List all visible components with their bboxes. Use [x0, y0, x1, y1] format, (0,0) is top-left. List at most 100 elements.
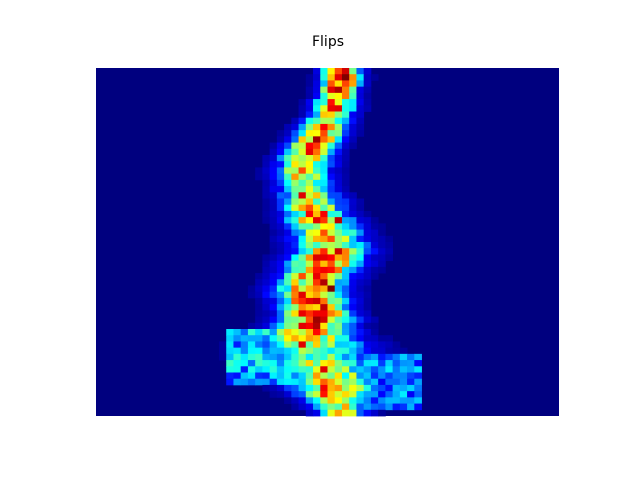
heatmap-cell — [262, 347, 271, 355]
heatmap-cell — [392, 403, 401, 411]
heatmap-cell — [378, 223, 386, 230]
heatmap-cell — [363, 403, 372, 411]
heatmap-cell — [327, 198, 336, 206]
heatmap-cell — [327, 285, 336, 293]
heatmap-cell — [298, 329, 307, 336]
heatmap-cell — [284, 204, 292, 212]
heatmap-cell — [349, 111, 357, 119]
heatmap-cell — [262, 304, 271, 311]
heatmap-cell — [356, 397, 365, 404]
heatmap-cell — [291, 260, 299, 268]
heatmap-cell — [341, 254, 350, 262]
heatmap-cell — [385, 347, 394, 355]
heatmap-cell — [298, 111, 307, 119]
heatmap-cell — [356, 335, 365, 342]
heatmap-cell — [305, 304, 314, 311]
heatmap-cell — [255, 322, 263, 330]
heatmap-cell — [334, 366, 343, 373]
heatmap-cell — [262, 204, 271, 212]
heatmap-cell — [414, 366, 422, 373]
heatmap-cell — [334, 210, 343, 218]
heatmap-cell — [320, 148, 328, 156]
heatmap-cell — [334, 304, 343, 311]
heatmap-cell — [356, 285, 365, 293]
heatmap-cell — [313, 123, 321, 131]
heatmap-cell — [284, 341, 292, 349]
heatmap-cell — [341, 248, 350, 255]
heatmap-cell — [356, 117, 365, 125]
heatmap-cell — [313, 105, 321, 112]
heatmap-cell — [269, 353, 278, 361]
heatmap-cell — [378, 360, 386, 367]
heatmap-cell — [276, 378, 285, 386]
heatmap-cell — [284, 217, 292, 224]
heatmap-cell — [247, 366, 256, 373]
heatmap-cell — [291, 304, 299, 311]
heatmap-cell — [276, 235, 285, 243]
heatmap-cell — [305, 291, 314, 299]
heatmap-cell — [298, 117, 307, 125]
heatmap-cell — [363, 353, 372, 361]
heatmap-cell — [327, 155, 336, 162]
heatmap-cell — [276, 136, 285, 143]
heatmap-cell — [327, 148, 336, 156]
heatmap-cell — [298, 316, 307, 324]
heatmap-cells — [96, 68, 559, 417]
heatmap-cell — [414, 403, 422, 411]
heatmap-cell — [349, 260, 357, 268]
heatmap-cell — [370, 74, 379, 81]
heatmap-cell — [320, 260, 328, 268]
heatmap-cell — [240, 329, 249, 336]
heatmap-cell — [269, 204, 278, 212]
heatmap-cell — [262, 173, 271, 181]
heatmap-cell — [341, 117, 350, 125]
heatmap-cell — [341, 285, 350, 293]
heatmap-cell — [385, 248, 394, 255]
heatmap-cell — [385, 235, 394, 243]
heatmap-cell — [349, 136, 357, 143]
heatmap-cell — [262, 291, 271, 299]
heatmap-cell — [276, 210, 285, 218]
heatmap-cell — [327, 279, 336, 286]
heatmap-cell — [291, 229, 299, 237]
heatmap-cell — [313, 409, 321, 417]
heatmap-cell — [305, 161, 314, 168]
heatmap-cell — [341, 123, 350, 131]
heatmap-cell — [385, 372, 394, 380]
heatmap-cell — [370, 353, 379, 361]
heatmap-cell — [356, 242, 365, 249]
heatmap-cell — [313, 167, 321, 175]
heatmap-cell — [341, 260, 350, 268]
heatmap-cell — [392, 391, 401, 398]
heatmap-cell — [407, 366, 415, 373]
heatmap-cell — [247, 372, 256, 380]
heatmap-cell — [298, 217, 307, 224]
heatmap-cell — [341, 291, 350, 299]
heatmap-cell — [255, 273, 263, 280]
heatmap-cell — [298, 341, 307, 349]
heatmap-cell — [363, 273, 372, 280]
heatmap-cell — [284, 192, 292, 199]
heatmap-cell — [349, 198, 357, 206]
heatmap-cell — [291, 403, 299, 411]
heatmap-cell — [349, 297, 357, 305]
heatmap-cell — [320, 366, 328, 373]
heatmap-cell — [327, 409, 336, 417]
heatmap-cell — [276, 329, 285, 336]
heatmap-cell — [276, 142, 285, 150]
heatmap-cell — [276, 391, 285, 398]
heatmap-cell — [356, 229, 365, 237]
heatmap-cell — [320, 378, 328, 386]
heatmap-cell — [378, 353, 386, 361]
heatmap-cell — [269, 266, 278, 274]
heatmap-cell — [276, 279, 285, 286]
heatmap-cell — [255, 378, 263, 386]
heatmap-cell — [226, 341, 234, 349]
heatmap-cell — [414, 384, 422, 392]
heatmap-cell — [313, 210, 321, 218]
heatmap-cell — [291, 204, 299, 212]
heatmap-cell — [327, 111, 336, 119]
heatmap-cell — [327, 161, 336, 168]
heatmap-cell — [269, 210, 278, 218]
